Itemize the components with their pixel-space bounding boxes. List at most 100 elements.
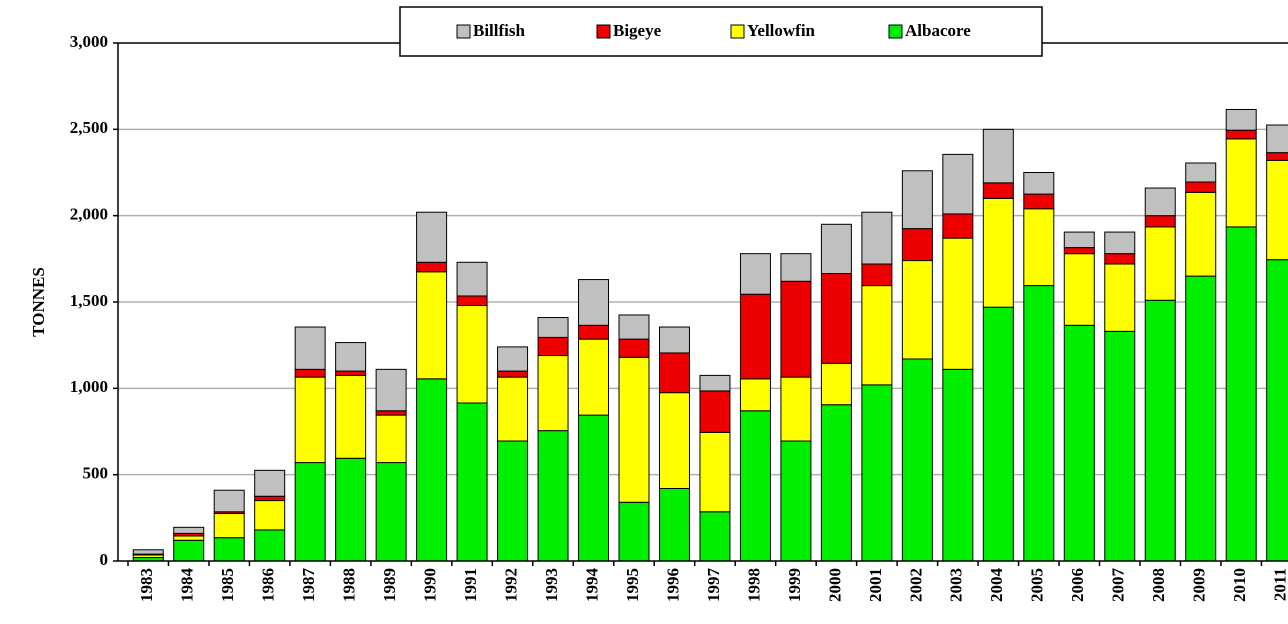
bar-segment [739, 378, 771, 412]
bar-segment [1266, 159, 1288, 261]
bar-segment [335, 374, 367, 459]
x-tick-label: 1992 [501, 568, 520, 602]
bar-segment [1144, 187, 1176, 217]
bar-segment [173, 526, 205, 534]
bar-segment [213, 489, 245, 513]
y-tick-label: 3,000 [70, 32, 108, 51]
bar-segment [1063, 231, 1095, 249]
y-tick-label: 0 [100, 550, 109, 569]
bar-segment [901, 358, 933, 562]
bar-segment [1063, 324, 1095, 562]
bar-segment [1225, 226, 1257, 562]
x-tick-label: 2003 [947, 568, 966, 602]
bar-segment [1144, 226, 1176, 301]
bar-segment [618, 356, 650, 503]
x-tick-label: 1991 [461, 568, 480, 602]
legend-box [399, 6, 1043, 57]
bar-segment [780, 440, 812, 562]
bar-segment [982, 128, 1014, 184]
bar-segment [1063, 253, 1095, 326]
bar-segment [173, 535, 205, 541]
x-tick-label: 1995 [623, 568, 642, 602]
bar-segment [213, 513, 245, 539]
x-tick-label: 1999 [785, 568, 804, 602]
bar-segment [1225, 108, 1257, 131]
bar-segment [739, 253, 771, 295]
bar-segment [416, 378, 448, 562]
bar-segment [254, 529, 286, 562]
bar-segment [618, 314, 650, 340]
bar-segment [578, 338, 610, 416]
x-tick-label: 1990 [421, 568, 440, 602]
bar-segment [1023, 193, 1055, 210]
bar-segment [699, 374, 731, 392]
bar-segment [861, 263, 893, 287]
bar-segment [537, 336, 569, 357]
bar-segment [901, 260, 933, 360]
x-tick-label: 2004 [987, 568, 1006, 603]
bar-segment [618, 501, 650, 562]
x-tick-label: 1989 [380, 568, 399, 602]
y-tick-label: 1,500 [70, 291, 108, 310]
x-tick-label: 1987 [299, 568, 318, 603]
bar-segment [1063, 247, 1095, 255]
bar-segment [1225, 129, 1257, 140]
x-tick-label: 2005 [1028, 568, 1047, 602]
bar-segment [699, 390, 731, 433]
bar-segment [375, 462, 407, 562]
bar-segment [375, 410, 407, 416]
x-tick-label: 1993 [542, 568, 561, 602]
bar-segment [578, 324, 610, 340]
bar-segment [335, 370, 367, 376]
y-tick-label: 1,000 [70, 377, 108, 396]
y-tick-label: 2,500 [70, 118, 108, 137]
x-tick-label: 1984 [178, 568, 197, 603]
bar-segment [658, 326, 690, 354]
bar-segment [861, 211, 893, 265]
bar-segment [335, 457, 367, 562]
bar-segment [1104, 253, 1136, 265]
x-tick-label: 2000 [825, 568, 844, 602]
x-tick-label: 2010 [1230, 568, 1249, 602]
bar-segment [861, 285, 893, 386]
bar-segment [132, 549, 164, 555]
bar-segment [497, 376, 529, 442]
bar-segment [1023, 285, 1055, 562]
bar-segment [1266, 124, 1288, 154]
bar-segment [456, 402, 488, 562]
bar-segment [1266, 259, 1288, 562]
bar-segment [699, 511, 731, 562]
legend-label: Yellowfin [747, 21, 816, 40]
bar-segment [942, 213, 974, 239]
bar-segment [1023, 172, 1055, 195]
bar-segment [658, 352, 690, 394]
x-tick-label: 2008 [1149, 568, 1168, 602]
legend-label: Billfish [473, 21, 526, 40]
bar-segment [173, 539, 205, 562]
bar-segment [1266, 152, 1288, 161]
x-tick-label: 1983 [137, 568, 156, 602]
bar-segment [416, 261, 448, 273]
y-tick-label: 500 [83, 464, 109, 483]
x-tick-label: 1994 [582, 568, 601, 603]
bar-segment [658, 487, 690, 562]
bar-segment [1185, 181, 1217, 193]
bar-segment [375, 368, 407, 412]
bar-segment [1185, 275, 1217, 562]
bar-segment [254, 495, 286, 502]
bar-segment [578, 414, 610, 562]
bar-segment [537, 355, 569, 432]
bar-segment [254, 469, 286, 497]
x-tick-label: 2006 [1068, 568, 1087, 602]
legend-swatch [456, 24, 471, 39]
x-tick-label: 2011 [1271, 568, 1288, 601]
bar-segment [497, 346, 529, 372]
x-tick-label: 1996 [663, 568, 682, 602]
y-tick-label: 2,000 [70, 205, 108, 224]
bar-segment [1104, 231, 1136, 255]
bar-segment [1104, 330, 1136, 562]
bar-segment [416, 211, 448, 263]
bar-segment [294, 462, 326, 562]
bar-segment [618, 338, 650, 358]
